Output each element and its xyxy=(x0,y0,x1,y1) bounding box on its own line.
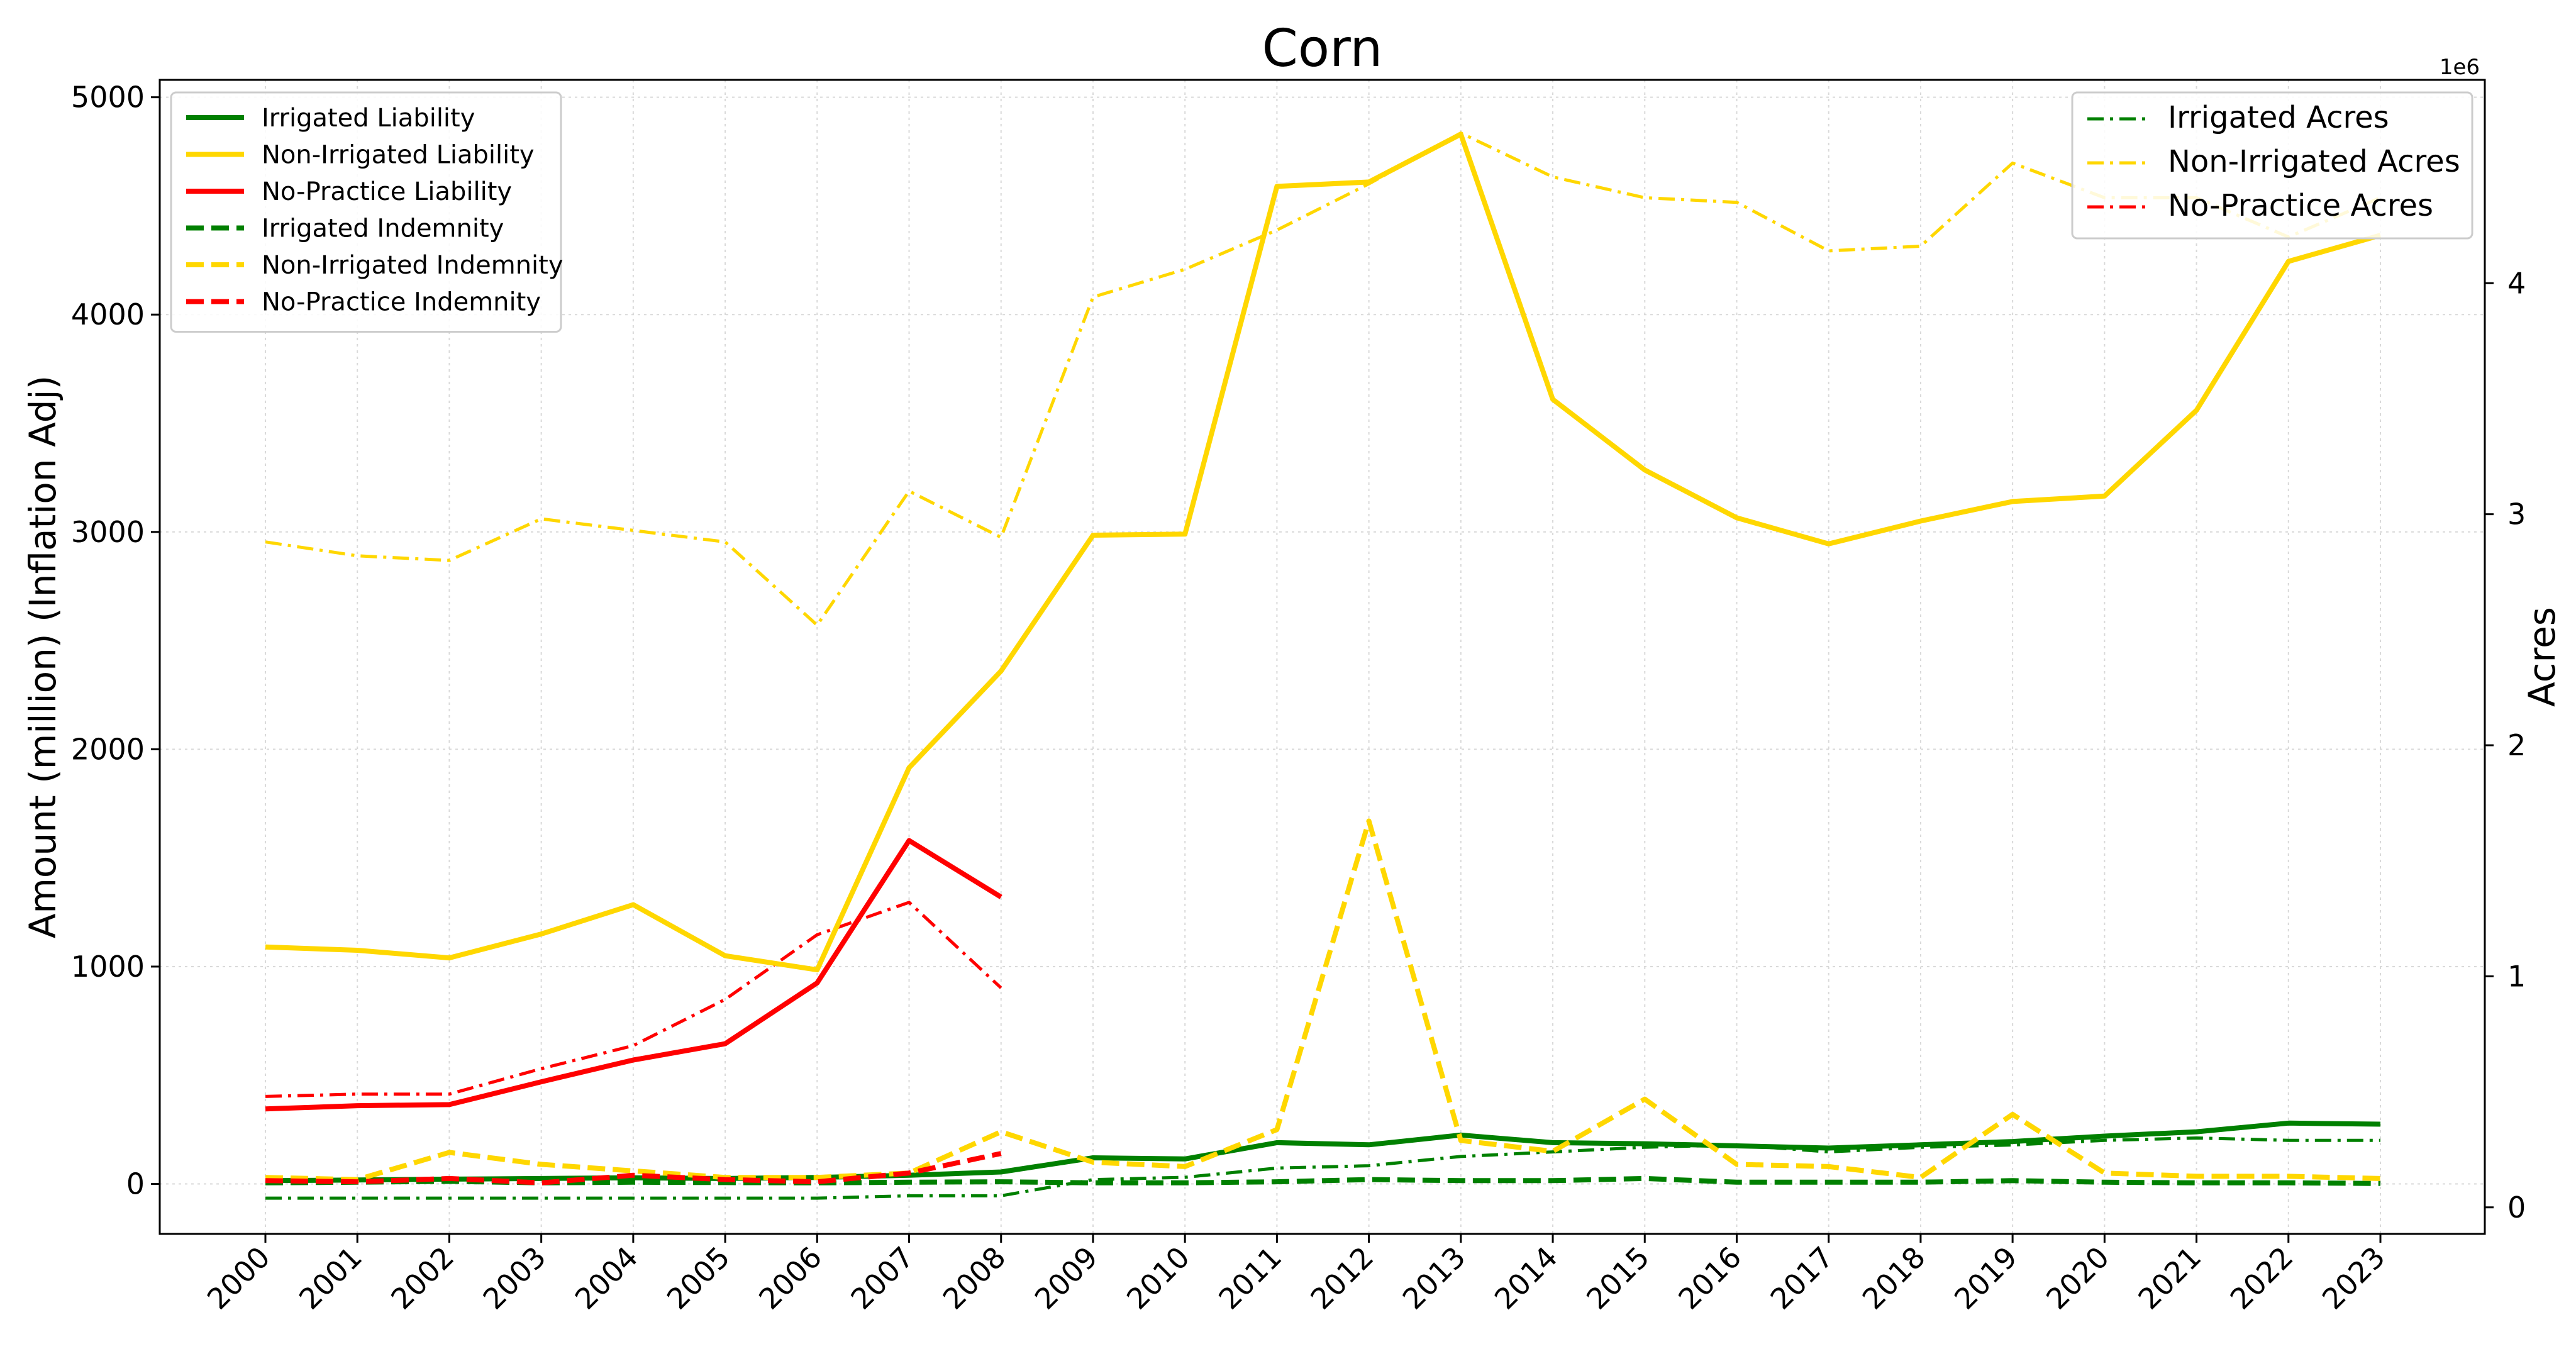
x-tick-label-2021: 2021 xyxy=(2131,1240,2207,1316)
legend-right-label-no-practice-acres: No-Practice Acres xyxy=(2168,188,2433,223)
legend-right-box xyxy=(2071,91,2473,240)
y-left-tick-label-2000: 2000 xyxy=(71,732,145,766)
y-left-tick-label-4000: 4000 xyxy=(71,297,145,331)
legend-left-label-irrigated-liability: Irrigated Liability xyxy=(262,104,475,133)
series-line-no-practice-indemnity xyxy=(265,1151,1002,1185)
x-tick-label-2011: 2011 xyxy=(1212,1240,1288,1316)
y-right-tick-label-0: 0 xyxy=(2507,1191,2526,1224)
x-tick-label-2022: 2022 xyxy=(2224,1240,2300,1316)
x-tick-label-2010: 2010 xyxy=(1120,1240,1196,1316)
y-left-tick-label-1000: 1000 xyxy=(71,950,145,984)
x-tick-label-2002: 2002 xyxy=(384,1240,460,1316)
x-tick-label-2017: 2017 xyxy=(1764,1240,1840,1316)
legend-left-box xyxy=(170,91,562,333)
legend-left-label-no-practice-liability: No-Practice Liability xyxy=(262,177,512,206)
x-tick-label-2001: 2001 xyxy=(292,1240,369,1316)
x-tick-label-2005: 2005 xyxy=(660,1240,736,1316)
legend-left: Irrigated Liability Non-Irrigated Liabili… xyxy=(170,91,564,333)
y-left-tick-label-5000: 5000 xyxy=(71,80,145,114)
series-line-no-practice-liability xyxy=(265,838,1002,1112)
y-right-tick-label-3: 3 xyxy=(2507,497,2526,531)
x-tick-label-2000: 2000 xyxy=(201,1240,277,1316)
y-right-tick-label-4: 4 xyxy=(2507,266,2526,300)
series-line-non-irrigated-indemnity xyxy=(265,818,2381,1182)
x-tick-label-2014: 2014 xyxy=(1488,1240,1564,1316)
chart-title: Corn xyxy=(1262,19,1383,79)
legend-right-label-irrigated-acres: Irrigated Acres xyxy=(2168,100,2389,135)
x-tick-label-2013: 2013 xyxy=(1396,1240,1472,1316)
x-tick-label-2004: 2004 xyxy=(569,1240,645,1316)
series-line-no-practice-acres xyxy=(265,901,1002,1098)
plot-frame xyxy=(158,79,2486,1235)
series-line-irrigated-indemnity xyxy=(265,1175,2381,1186)
legend-left-label-non-irrigated-liability: Non-Irrigated Liability xyxy=(262,141,535,170)
right-axis-offset-label: 1e6 xyxy=(2440,55,2480,80)
series-line-irrigated-acres xyxy=(265,1136,2380,1200)
y-left-tick-label-0: 0 xyxy=(126,1167,145,1201)
series-line-non-irrigated-liability xyxy=(265,131,2382,973)
legend-left-label-no-practice-indemnity: No-Practice Indemnity xyxy=(262,288,541,317)
x-tick-label-2023: 2023 xyxy=(2316,1240,2392,1316)
legend-right-label-non-irrigated-acres: Non-Irrigated Acres xyxy=(2168,144,2460,179)
x-tick-label-2008: 2008 xyxy=(936,1240,1013,1316)
series-line-non-irrigated-acres xyxy=(265,131,2381,627)
y-axis-label-left: Amount (million) (Inflation Adj) xyxy=(21,375,64,939)
x-tick-label-2020: 2020 xyxy=(2040,1240,2116,1316)
x-tick-label-2015: 2015 xyxy=(1580,1240,1656,1316)
y-right-tick-label-1: 1 xyxy=(2507,959,2526,993)
y-axis-label-right: Acres xyxy=(2521,607,2563,707)
y-left-tick-label-3000: 3000 xyxy=(71,515,145,549)
x-tick-label-2018: 2018 xyxy=(1856,1240,1932,1316)
x-tick-label-2007: 2007 xyxy=(844,1240,920,1316)
series-layer xyxy=(265,131,2382,1200)
x-tick-label-2012: 2012 xyxy=(1304,1240,1380,1316)
x-tick-label-2009: 2009 xyxy=(1028,1240,1104,1316)
x-tick-label-2019: 2019 xyxy=(1948,1240,2024,1316)
legend-left-label-non-irrigated-indemnity: Non-Irrigated Indemnity xyxy=(262,251,564,280)
series-line-irrigated-liability xyxy=(265,1120,2381,1184)
legend-left-label-irrigated-indemnity: Irrigated Indemnity xyxy=(262,214,504,243)
x-tick-label-2003: 2003 xyxy=(476,1240,552,1316)
legend-right: Irrigated Acres Non-Irrigated Acres No-Pra… xyxy=(2071,91,2473,240)
y-right-tick-label-2: 2 xyxy=(2507,728,2526,762)
x-tick-label-2016: 2016 xyxy=(1672,1240,1748,1316)
x-tick-label-2006: 2006 xyxy=(752,1240,828,1316)
